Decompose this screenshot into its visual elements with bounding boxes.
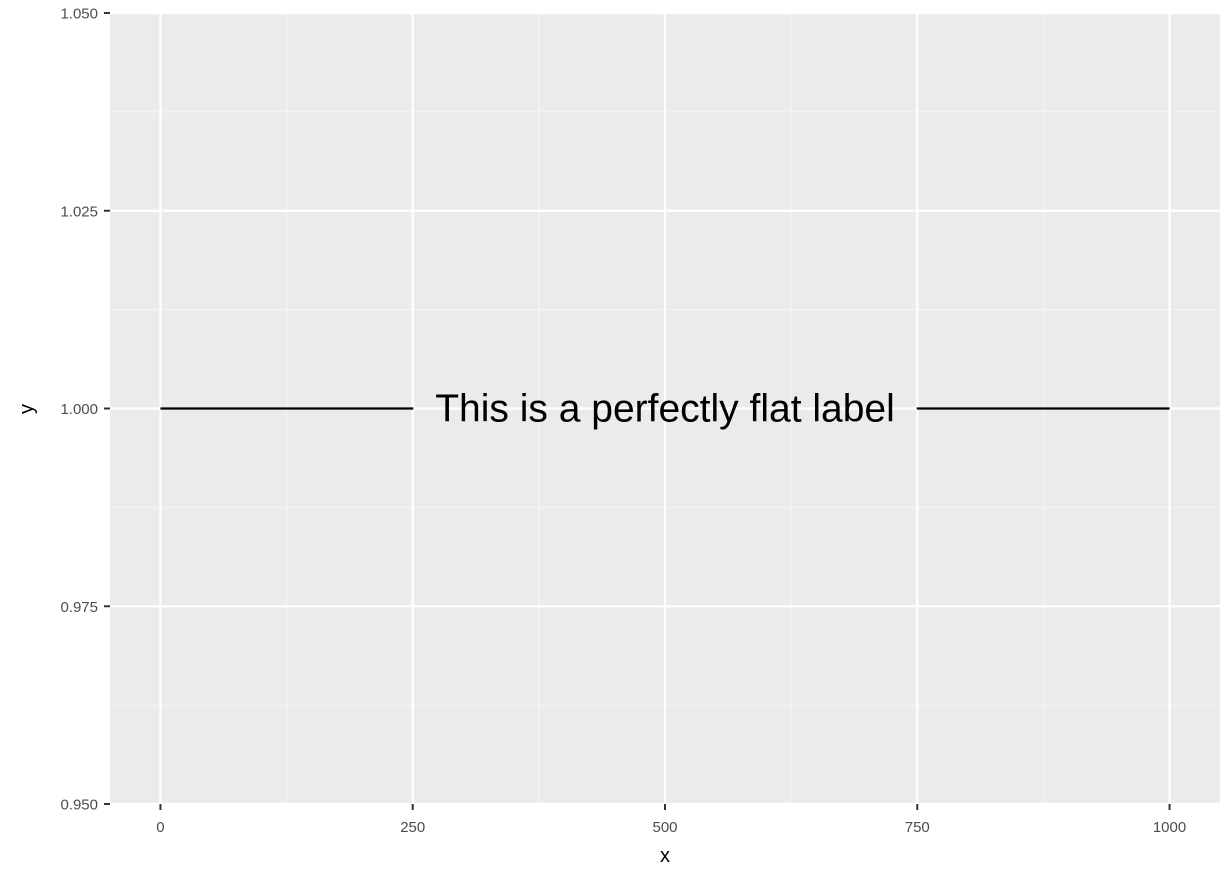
series-line-label: This is a perfectly flat label [435, 388, 895, 431]
x-tick-label: 250 [400, 819, 425, 836]
y-axis: 0.950 0.975 1.000 1.025 1.050 [60, 6, 110, 814]
series-layer: This is a perfectly flat label [160, 388, 1170, 431]
y-tick-label: 1.050 [60, 6, 98, 23]
x-axis: 0 250 500 750 1000 [156, 804, 1186, 836]
x-tick-label: 500 [652, 819, 677, 836]
y-tick-label: 0.975 [60, 599, 98, 616]
y-tick-label: 1.025 [60, 203, 98, 220]
y-tick-label: 0.950 [60, 797, 98, 814]
y-tick-label: 1.000 [60, 401, 98, 418]
x-axis-title: x [660, 845, 670, 867]
x-tick-label: 750 [905, 819, 930, 836]
x-tick-label: 0 [156, 819, 164, 836]
y-axis-title: y [16, 404, 38, 414]
x-tick-label: 1000 [1153, 819, 1186, 836]
